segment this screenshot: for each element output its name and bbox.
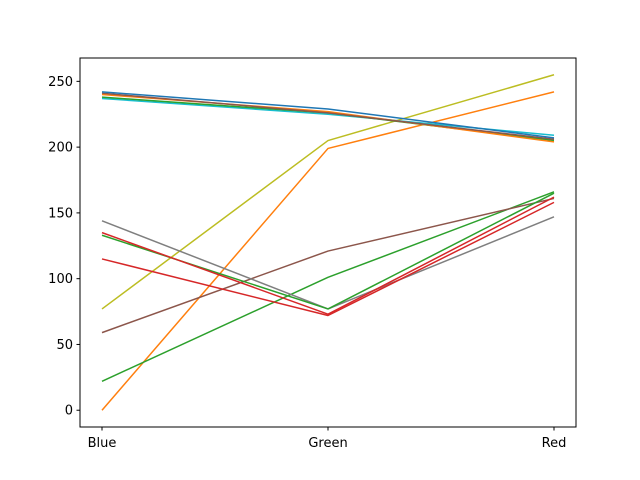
y-tick-label: 100 (48, 272, 73, 287)
y-tick-label: 150 (48, 206, 73, 221)
series-lines (101, 74, 555, 411)
series-line-4 (101, 197, 555, 334)
series-line-8 (101, 201, 555, 317)
series-line-2 (101, 74, 555, 310)
series-line-12 (101, 92, 555, 140)
y-tick-label: 0 (65, 404, 73, 419)
x-tick-label: Blue (88, 436, 117, 451)
x-tick-label: Green (308, 436, 347, 451)
series-line-3 (101, 191, 555, 382)
y-tick-label: 200 (48, 141, 73, 156)
series-line-7 (101, 196, 555, 315)
y-tick-label: 250 (48, 75, 73, 90)
y-axis: 0 50 100 150 200 250 (48, 75, 80, 419)
series-line-5 (101, 216, 555, 310)
y-tick-label: 50 (56, 338, 73, 353)
series-line-1 (101, 91, 555, 411)
x-axis: Blue Green Red (88, 427, 567, 451)
series-line-13 (101, 91, 555, 139)
x-tick-label: Red (542, 436, 567, 451)
